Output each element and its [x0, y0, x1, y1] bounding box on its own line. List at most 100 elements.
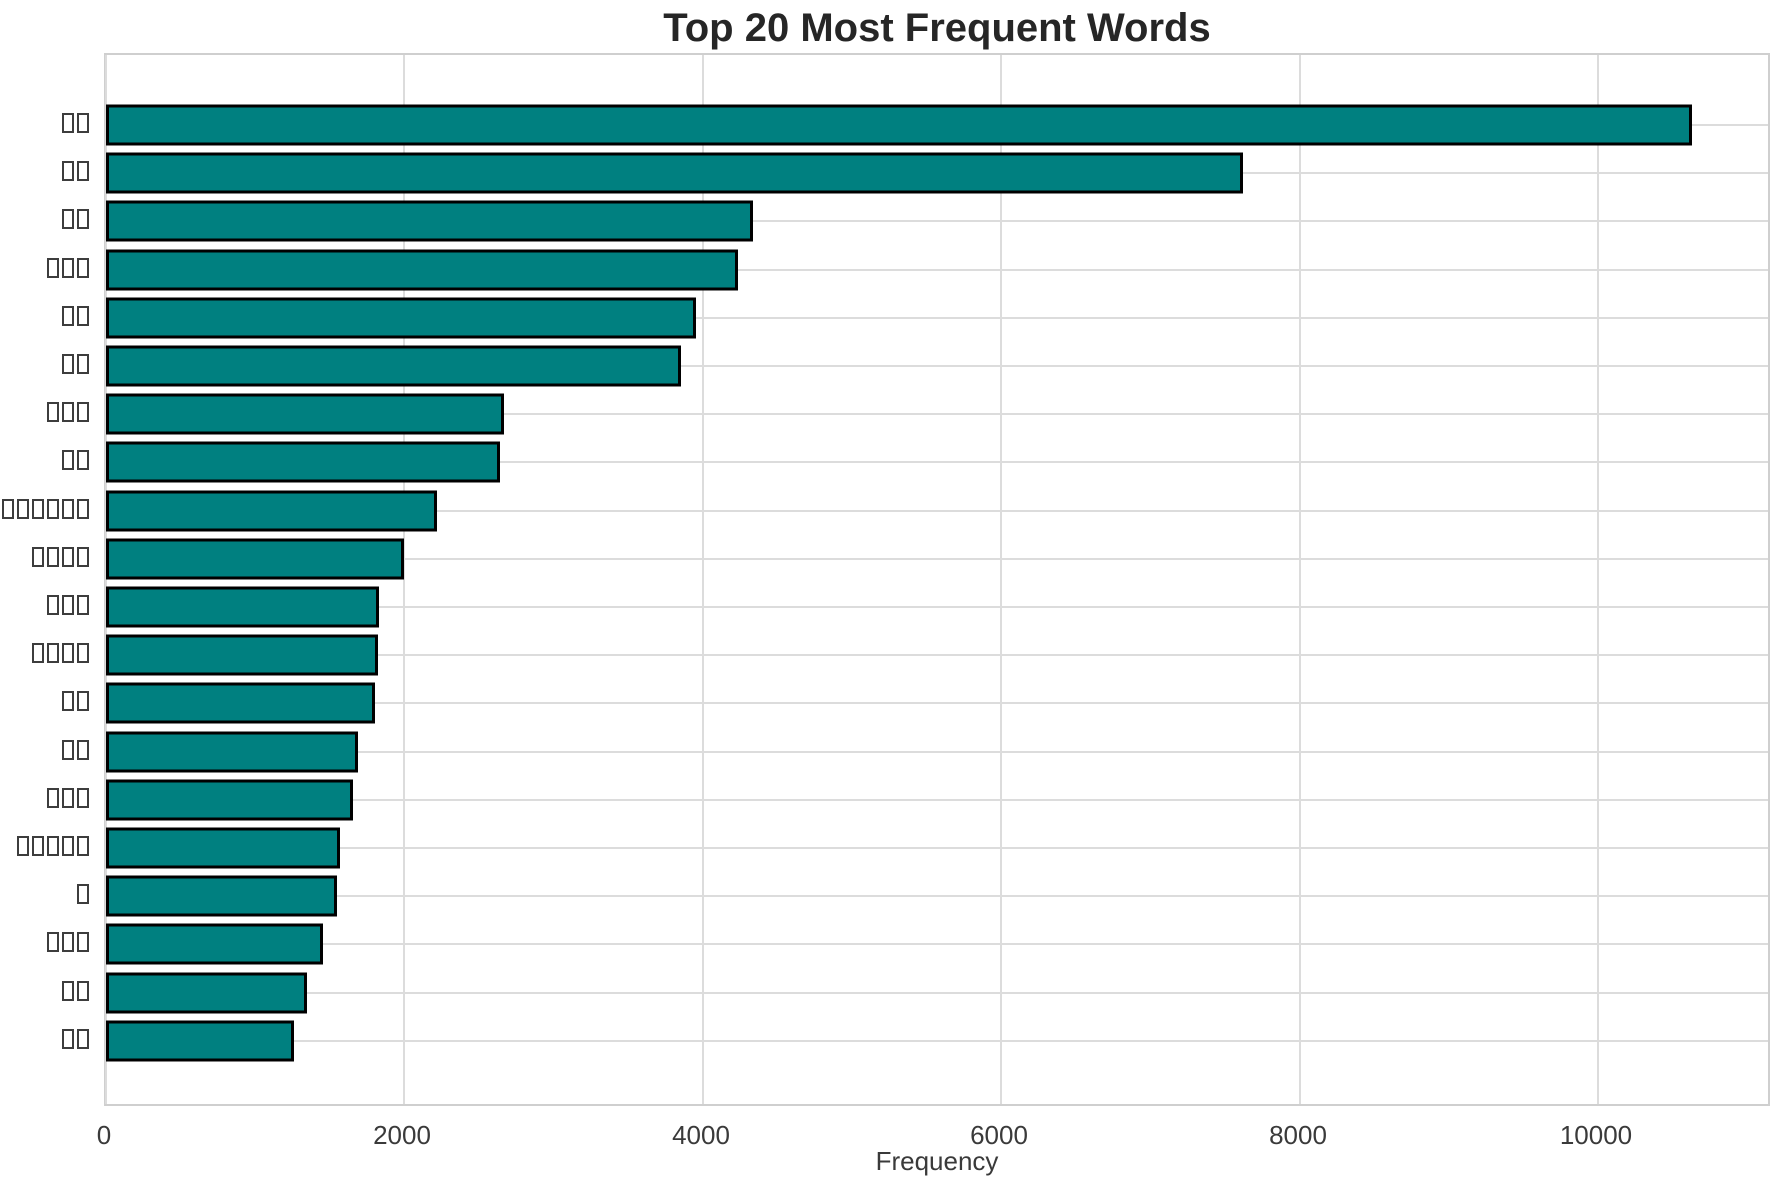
missing-glyph-box [76, 740, 89, 760]
y-tick-label [0, 547, 90, 567]
missing-glyph-box [61, 836, 74, 856]
missing-glyph-box [76, 884, 89, 904]
missing-glyph-box [76, 691, 89, 711]
missing-glyph-box [76, 643, 89, 663]
missing-glyph-box [46, 595, 59, 615]
missing-glyph-box [61, 499, 74, 519]
y-tick-label [0, 932, 90, 952]
y-gridline [106, 992, 1768, 994]
missing-glyph-box [61, 209, 74, 229]
missing-glyph-box [1, 499, 14, 519]
bar [106, 875, 337, 917]
bar [106, 152, 1243, 194]
y-gridline [106, 269, 1768, 271]
y-tick-label [0, 884, 90, 904]
y-gridline [106, 654, 1768, 656]
missing-glyph-box [76, 1029, 89, 1049]
missing-glyph-box [61, 450, 74, 470]
x-gridline [105, 55, 107, 1104]
y-gridline [106, 702, 1768, 704]
missing-glyph-box [76, 402, 89, 422]
y-gridline [106, 220, 1768, 222]
chart-title: Top 20 Most Frequent Words [663, 6, 1211, 50]
y-tick-label [0, 499, 90, 519]
missing-glyph-box [61, 354, 74, 374]
missing-glyph-box [61, 306, 74, 326]
x-gridline [1000, 55, 1002, 1104]
bar [106, 972, 307, 1014]
y-gridline [106, 510, 1768, 512]
missing-glyph-box [76, 981, 89, 1001]
y-tick-label [0, 209, 90, 229]
y-gridline [106, 413, 1768, 415]
missing-glyph-box [76, 499, 89, 519]
missing-glyph-box [46, 258, 59, 278]
bar [106, 441, 500, 483]
missing-glyph-box [76, 788, 89, 808]
x-axis-label: Frequency [875, 1146, 999, 1176]
missing-glyph-box [76, 547, 89, 567]
missing-glyph-box [61, 788, 74, 808]
bar [106, 538, 404, 580]
y-tick-label [0, 450, 90, 470]
missing-glyph-box [76, 836, 89, 856]
bar [106, 249, 738, 291]
missing-glyph-box [76, 209, 89, 229]
y-tick-label [0, 740, 90, 760]
missing-glyph-box [76, 354, 89, 374]
missing-glyph-box [46, 643, 59, 663]
missing-glyph-box [76, 306, 89, 326]
bar [106, 490, 437, 532]
y-gridline [106, 1040, 1768, 1042]
y-gridline [106, 606, 1768, 608]
x-gridline [702, 55, 704, 1104]
bar [106, 731, 358, 773]
bar [106, 200, 753, 242]
bar [106, 827, 340, 869]
missing-glyph-box [61, 981, 74, 1001]
x-gridline [403, 55, 405, 1104]
missing-glyph-box [76, 450, 89, 470]
y-gridline [106, 558, 1768, 560]
missing-glyph-box [16, 836, 29, 856]
bar [106, 634, 378, 676]
missing-glyph-box [46, 788, 59, 808]
missing-glyph-box [76, 161, 89, 181]
y-tick-label [0, 354, 90, 374]
y-tick-label [0, 306, 90, 326]
missing-glyph-box [76, 595, 89, 615]
y-gridline [106, 799, 1768, 801]
missing-glyph-box [46, 499, 59, 519]
y-gridline [106, 895, 1768, 897]
y-tick-label [0, 258, 90, 278]
x-tick-label: 6000 [970, 1120, 1028, 1150]
bar [106, 923, 323, 965]
missing-glyph-box [76, 932, 89, 952]
missing-glyph-box [46, 932, 59, 952]
missing-glyph-box [31, 836, 44, 856]
bar [106, 586, 379, 628]
missing-glyph-box [61, 258, 74, 278]
y-gridline [106, 847, 1768, 849]
missing-glyph-box [61, 595, 74, 615]
y-tick-label [0, 1029, 90, 1049]
plot-area [104, 53, 1770, 1106]
y-tick-label [0, 161, 90, 181]
x-gridline [1597, 55, 1599, 1104]
missing-glyph-box [16, 499, 29, 519]
missing-glyph-box [46, 547, 59, 567]
missing-glyph-box [61, 402, 74, 422]
bar [106, 104, 1692, 146]
y-tick-label [0, 836, 90, 856]
bar [106, 779, 353, 821]
y-tick-label [0, 788, 90, 808]
missing-glyph-box [46, 402, 59, 422]
missing-glyph-box [61, 932, 74, 952]
missing-glyph-box [31, 547, 44, 567]
x-gridline [1299, 55, 1301, 1104]
missing-glyph-box [61, 113, 74, 133]
missing-glyph-box [61, 691, 74, 711]
x-tick-label: 2000 [373, 1120, 431, 1150]
y-tick-label [0, 402, 90, 422]
